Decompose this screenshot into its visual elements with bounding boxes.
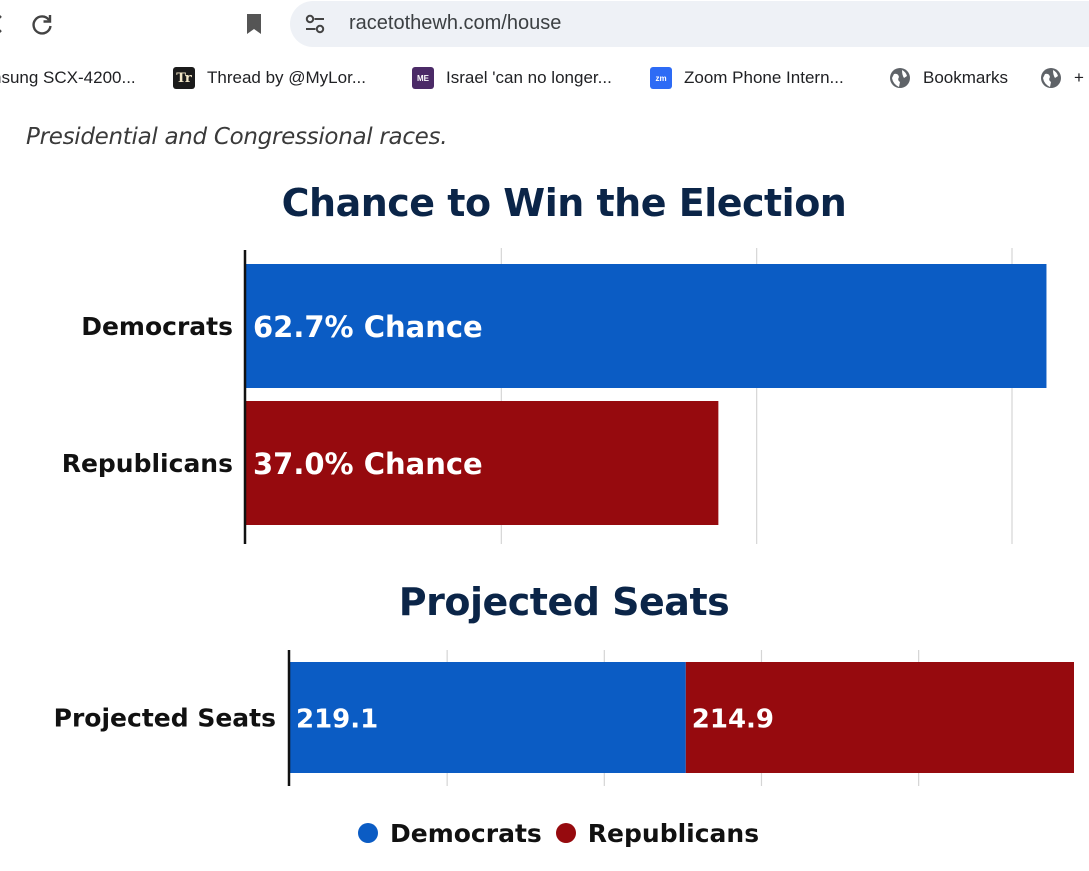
intro-text: Presidential and Congressional races. [26, 124, 448, 150]
chance-to-win-chart: Democrats 62.7% Chance Republicans 37.0% Ch… [62, 248, 1047, 544]
chance-chart-title: Chance to Win the Election [281, 181, 847, 225]
seats-chart-title: Projected Seats [398, 580, 730, 624]
bookmark-label: nsung SCX-4200... [0, 68, 136, 87]
bookmark-thread[interactable]: Tr Thread by @MyLor... [173, 66, 366, 90]
reload-icon[interactable] [29, 12, 55, 38]
globe-icon [1040, 67, 1062, 89]
back-icon[interactable] [0, 12, 10, 36]
bar-republicans [246, 401, 719, 525]
bookmark-label: + [1074, 68, 1084, 87]
zoom-icon: zm [650, 67, 672, 89]
url-text[interactable]: racetothewh.com/house [349, 12, 562, 34]
data-label-democrats: 62.7% Chance [253, 310, 483, 344]
bar-democrats [246, 264, 1047, 388]
chart-legend: Democrats Republicans [358, 815, 773, 851]
bookmarks-bar: nsung SCX-4200... Tr Thread by @MyLor...… [0, 52, 1089, 102]
site-settings-icon[interactable] [304, 13, 326, 35]
legend-item-democrats[interactable]: Democrats [358, 819, 542, 848]
data-label-seats-democrats: 219.1 [296, 705, 378, 735]
data-label-republicans: 37.0% Chance [253, 447, 483, 481]
bookmark-more[interactable]: + [1040, 66, 1084, 90]
bookmark-label: Thread by @MyLor... [207, 68, 366, 87]
bar-seats-democrats [290, 662, 686, 773]
threadreader-icon: Tr [173, 67, 195, 89]
legend-item-republicans[interactable]: Republicans [555, 818, 760, 848]
data-label-seats-republicans: 214.9 [692, 705, 774, 735]
bookmark-label: Zoom Phone Intern... [684, 68, 844, 87]
bookmark-folder[interactable]: Bookmarks [889, 66, 1008, 90]
bookmark-samsung[interactable]: nsung SCX-4200... [0, 66, 136, 90]
bar-seats-republicans [685, 662, 1074, 773]
category-label-democrats: Democrats [81, 312, 233, 341]
legend-dot-democrats [358, 823, 378, 843]
address-bar[interactable]: racetothewh.com/house [290, 1, 1089, 47]
bookmark-zoom[interactable]: zm Zoom Phone Intern... [650, 66, 844, 90]
legend-dot-republicans [555, 823, 576, 843]
legend-label: Republicans [587, 818, 760, 848]
globe-icon [889, 67, 911, 89]
bookmark-label: Israel 'can no longer... [446, 68, 612, 87]
bookmark-label: Bookmarks [923, 68, 1009, 87]
legend-label: Democrats [390, 818, 542, 848]
projected-seats-chart: 219.1 214.9 Projected Seats [54, 650, 1074, 786]
category-label-projected-seats: Projected Seats [54, 704, 276, 733]
browser-toolbar: racetothewh.com/house [0, 0, 1089, 50]
bookmark-israel[interactable]: ME Israel 'can no longer... [412, 66, 612, 90]
middle-east-eye-icon: ME [412, 67, 434, 89]
category-label-republicans: Republicans [62, 449, 233, 478]
bookmark-page-icon[interactable] [243, 12, 265, 36]
